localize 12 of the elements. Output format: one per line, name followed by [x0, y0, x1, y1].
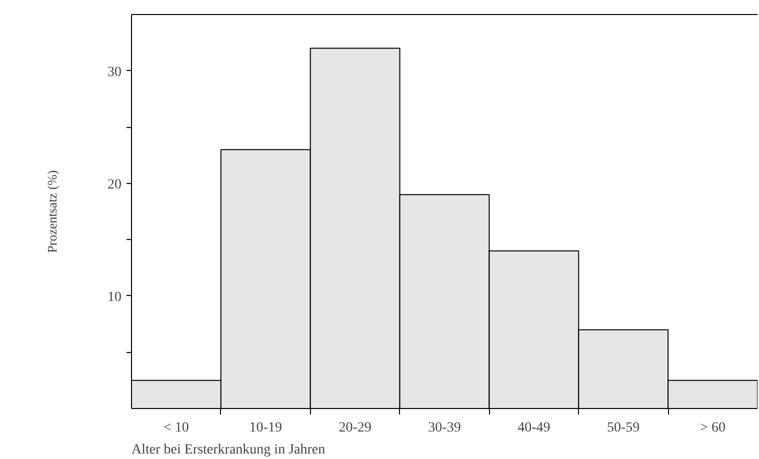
x-tick-label: 30-39	[428, 420, 461, 436]
x-tick-label: 50-59	[607, 420, 640, 436]
x-tick-label: 40-49	[518, 420, 550, 436]
y-axis-title: Prozentsatz (%)	[44, 170, 60, 253]
y-tick-label: 20	[108, 177, 122, 192]
x-tick-label: 10-19	[249, 420, 282, 436]
x-tick-label: > 60	[700, 420, 726, 436]
x-tick-label: < 10	[164, 420, 189, 436]
x-axis-title: Alter bei Ersterkrankung in Jahren	[132, 442, 326, 458]
y-tick-label: 30	[108, 64, 122, 80]
y-tick-label: 10	[108, 290, 122, 305]
x-tick-label: 20-29	[338, 420, 372, 436]
